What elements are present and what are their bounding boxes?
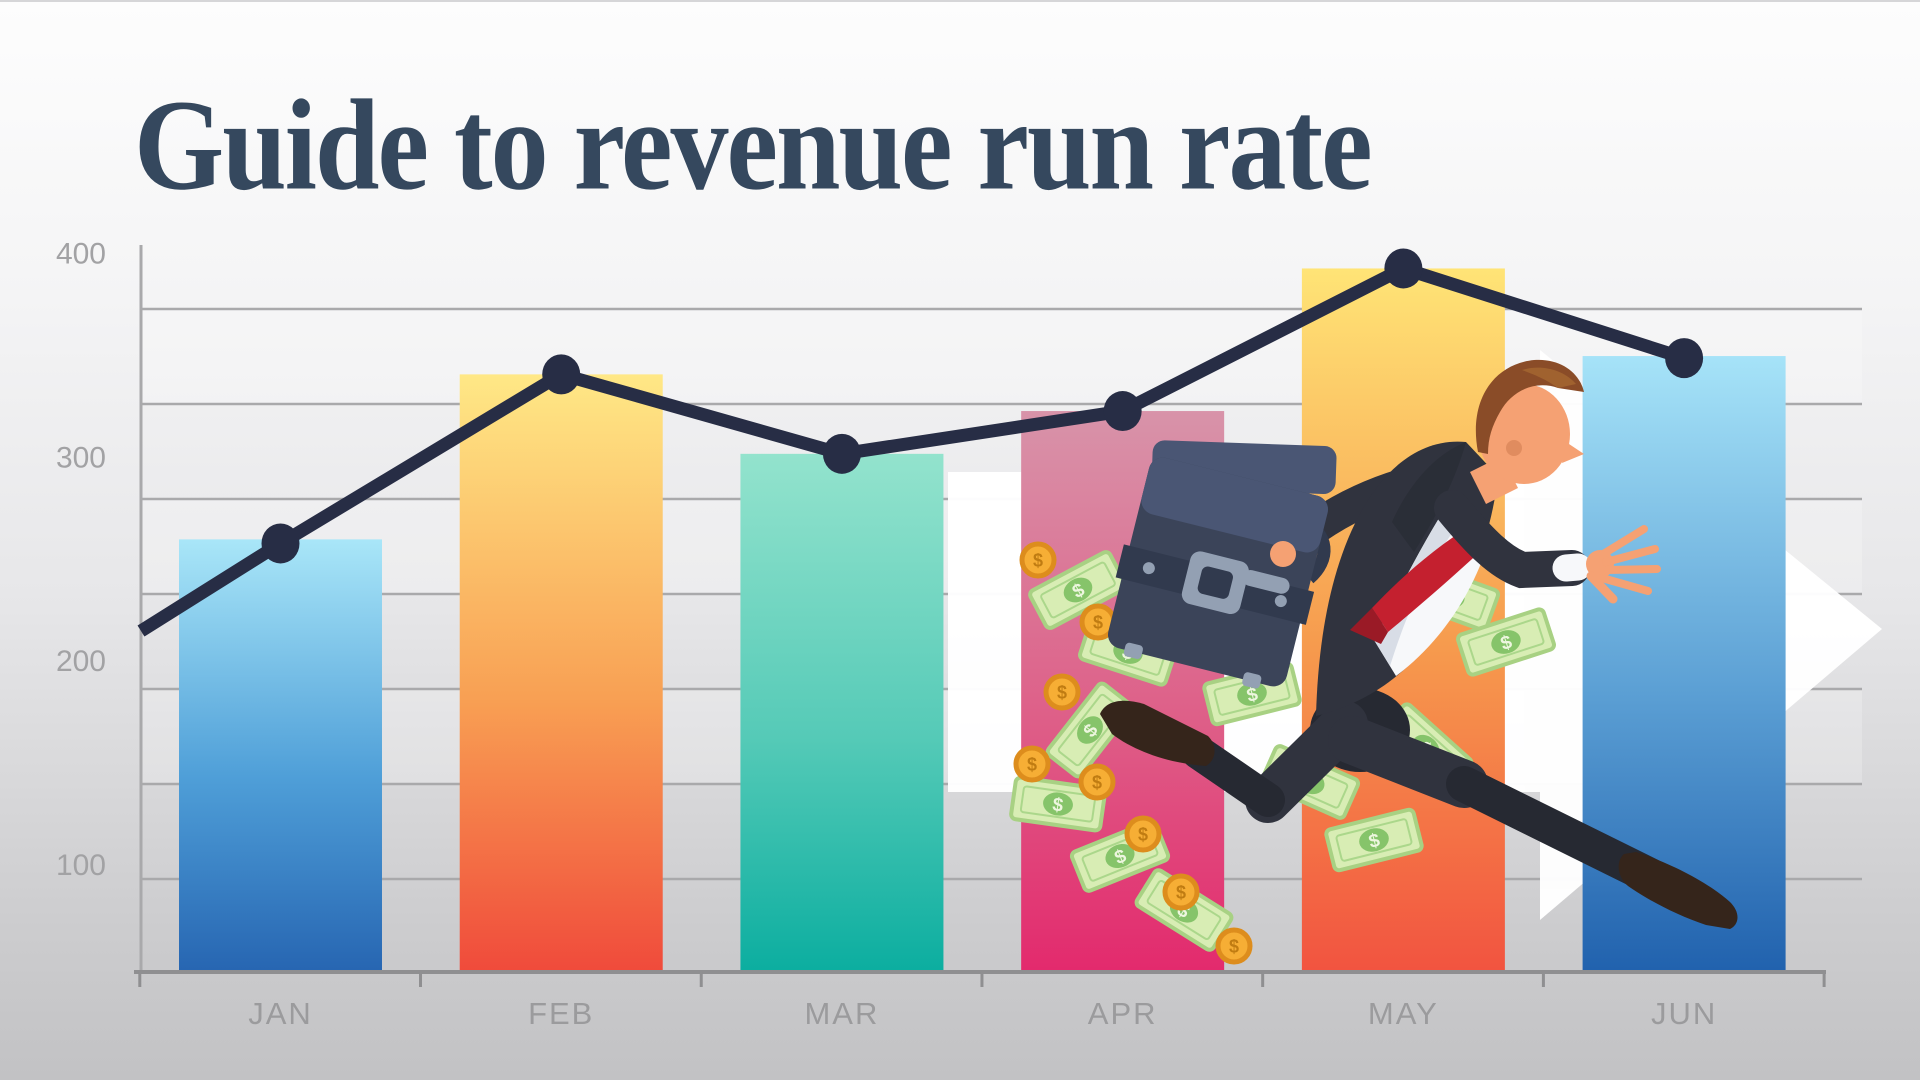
bar-feb	[459, 374, 663, 970]
page-title: Guide to revenue run rate	[134, 74, 1373, 218]
front-shin	[1446, 766, 1668, 894]
data-point-mar	[822, 433, 861, 474]
coin-icon	[1165, 876, 1197, 908]
nose	[1562, 442, 1584, 463]
data-point-jan	[261, 523, 300, 564]
coin-icon	[1016, 748, 1048, 780]
tie-tail	[1350, 608, 1388, 644]
data-point-apr	[1103, 391, 1142, 432]
coin-icon	[1218, 930, 1250, 962]
front-shoe-icon	[1618, 852, 1738, 929]
back-shoe-icon	[1100, 700, 1215, 766]
data-point-jun	[1665, 338, 1704, 379]
front-arm	[1434, 490, 1590, 589]
coin-icon	[1022, 544, 1054, 576]
y-tick-label: 100	[56, 849, 106, 882]
x-tick-label-jun: JUN	[1651, 996, 1717, 1031]
x-tick-label-jan: JAN	[248, 996, 313, 1031]
tie-icon	[1372, 526, 1484, 632]
front-hand	[1586, 525, 1661, 604]
front-thigh	[1328, 716, 1488, 808]
y-tick-label: 200	[56, 645, 106, 678]
hair-streak	[1522, 367, 1576, 388]
businessman-illustration	[1100, 359, 1738, 929]
coin-icon	[1046, 676, 1078, 708]
briefcase-icon	[1107, 440, 1337, 689]
jacket-shadow	[1392, 442, 1466, 552]
trend-line-group	[137, 248, 1704, 637]
x-tick-label-may: MAY	[1368, 996, 1439, 1031]
ear	[1506, 440, 1522, 456]
axis-labels: 400 300 200 100 JAN FEB MAR APR MAY JUN	[56, 238, 1717, 1031]
coin-icon	[1081, 766, 1113, 798]
front-cuff	[1552, 553, 1592, 582]
x-tick-label-mar: MAR	[804, 996, 879, 1031]
x-tick-label-apr: APR	[1088, 996, 1158, 1031]
y-tick-label: 400	[56, 238, 106, 271]
y-tick-label: 300	[56, 441, 106, 474]
axes-group	[134, 970, 1826, 987]
back-hand	[1270, 541, 1296, 567]
data-point-may	[1384, 248, 1423, 289]
bar-mar	[740, 453, 944, 970]
bar-jan	[179, 539, 382, 970]
coin-icon	[1127, 818, 1159, 850]
x-tick-label-feb: FEB	[528, 996, 594, 1031]
data-point-feb	[542, 354, 581, 395]
